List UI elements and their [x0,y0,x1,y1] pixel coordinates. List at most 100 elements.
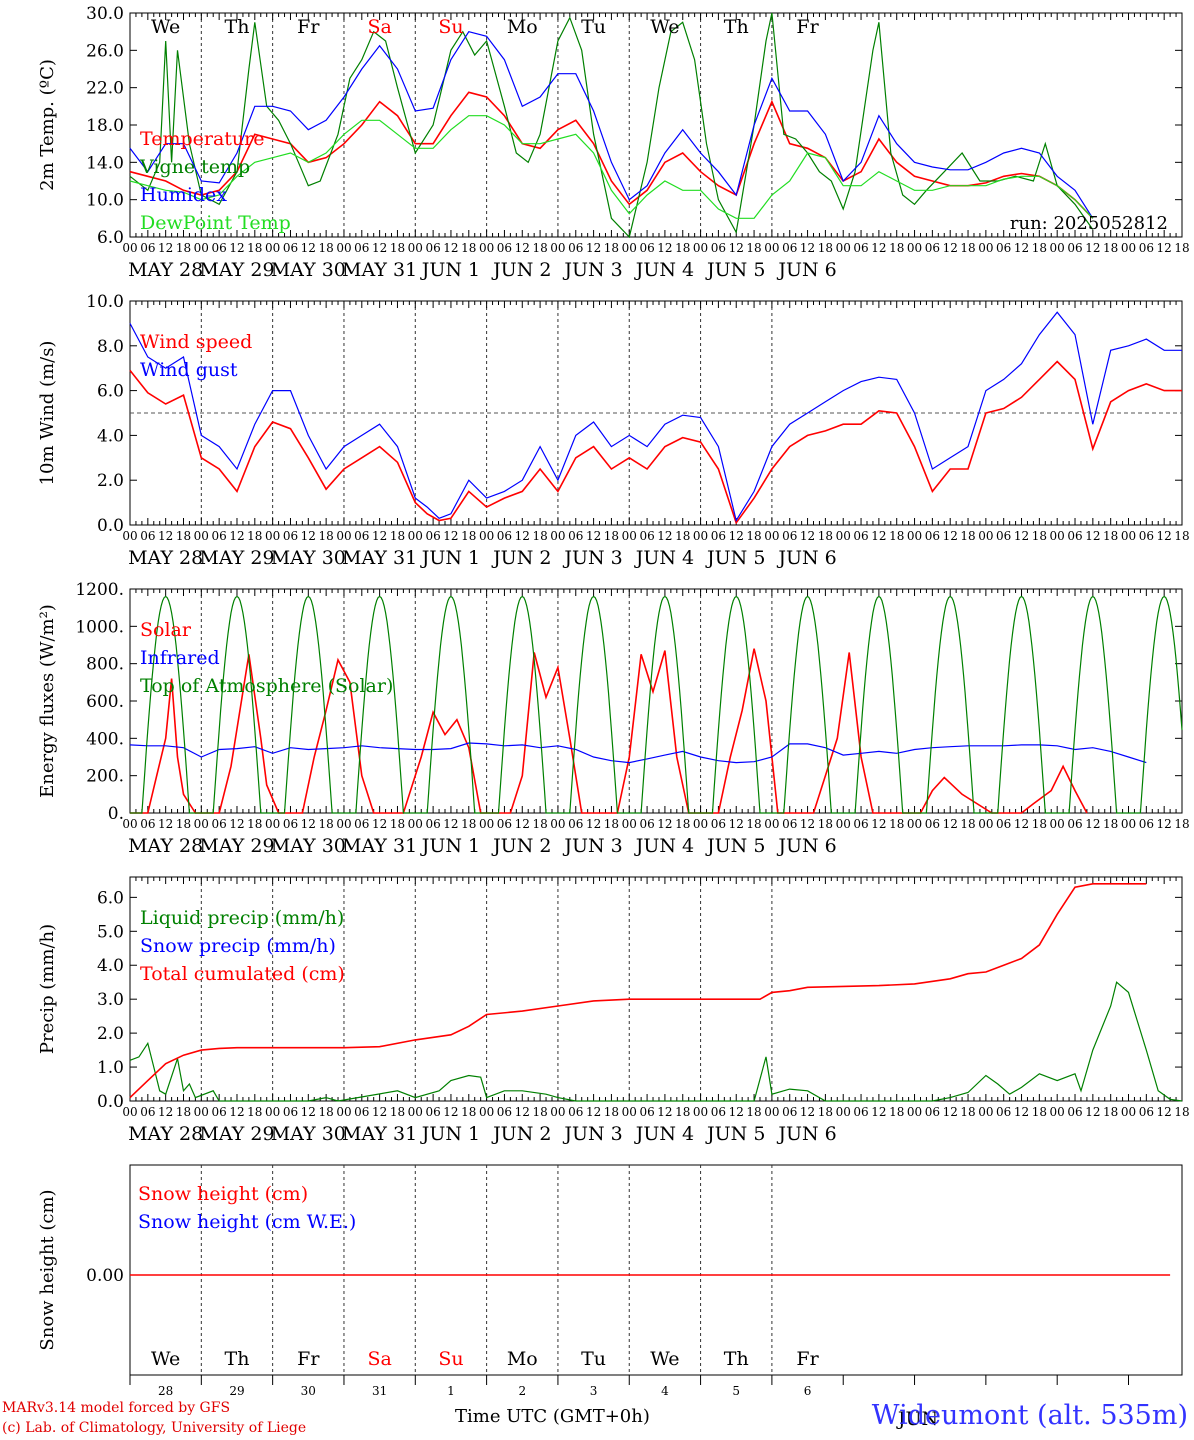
date-label: JUN 2 [491,259,551,281]
y-tick-label: 1200. [75,580,124,600]
weekday-label: We [151,16,180,38]
hour-tick-label: 12 [800,529,815,543]
hour-tick-label: 00 [1050,1105,1065,1119]
hour-tick-label: 00 [836,529,851,543]
hour-tick-label: 18 [176,529,191,543]
hour-tick-label: 18 [247,1105,262,1119]
hour-tick-label: 18 [1032,817,1047,831]
y-tick-label: 2.0 [97,471,124,491]
hour-tick-label: 06 [1139,817,1154,831]
hour-tick-label: 12 [1085,1105,1100,1119]
y-tick-label: 200. [86,767,124,787]
hour-tick-label: 06 [782,241,797,255]
hour-tick-label: 00 [622,817,637,831]
hour-tick-label: 06 [925,1105,940,1119]
hour-tick-label: 00 [1121,1105,1136,1119]
y-tick-label: 6.0 [97,228,124,248]
series-line-total-cumulated-cm- [129,883,1147,1099]
hour-tick-label: 00 [408,817,423,831]
hour-tick-label: 06 [140,529,155,543]
hour-tick-label: 06 [354,1105,369,1119]
hour-tick-label: 12 [586,817,601,831]
hour-tick-label: 06 [283,241,298,255]
hour-tick-label: 00 [764,241,779,255]
date-label: MAY 29 [199,259,274,281]
hour-tick-label: 12 [657,529,672,543]
weekday-label: Fr [297,1348,320,1370]
date-label: JUN 3 [562,547,622,569]
hour-tick-label: 12 [729,1105,744,1119]
hour-tick-label: 06 [497,241,512,255]
hour-tick-label: 12 [800,241,815,255]
hour-tick-label: 06 [425,241,440,255]
y-tick-label: 30.0 [86,4,124,24]
hour-tick-label: 18 [1174,241,1189,255]
hour-tick-label: 00 [978,817,993,831]
day-number: 2 [518,1384,526,1398]
hour-tick-label: 18 [675,529,690,543]
legend-entry: Top of Atmosphere (Solar) [140,675,393,697]
y-tick-label: 0.00 [86,1266,124,1286]
hour-tick-label: 06 [853,529,868,543]
legend-entry: Infrared [140,647,220,669]
legend-entry: DewPoint Temp [140,212,291,234]
legend-entry: Solar [140,619,192,641]
time-axis-label: Time UTC (GMT+0h) [455,1406,650,1427]
y-tick-label: 18.0 [86,116,124,136]
date-label: JUN 2 [491,835,551,857]
hour-tick-label: 18 [247,529,262,543]
hour-tick-label: 06 [425,1105,440,1119]
hour-tick-label: 00 [907,1105,922,1119]
hour-tick-label: 00 [479,529,494,543]
hour-tick-label: 12 [729,817,744,831]
hour-tick-label: 06 [1067,241,1082,255]
weekday-label: Th [724,16,749,38]
hour-tick-label: 18 [318,529,333,543]
hour-tick-label: 18 [1103,1105,1118,1119]
y-tick-label: 4.0 [97,956,124,976]
weekday-label: Sa [367,1348,391,1370]
panel-4 [129,876,1183,1102]
hour-tick-label: 06 [354,529,369,543]
date-label: JUN 4 [634,835,694,857]
hour-tick-label: 06 [853,1105,868,1119]
hour-tick-label: 18 [960,529,975,543]
hour-tick-label: 12 [158,817,173,831]
hour-tick-label: 12 [1157,529,1172,543]
hour-tick-label: 00 [764,529,779,543]
hour-tick-label: 18 [604,529,619,543]
weekday-label: Th [225,16,250,38]
hour-tick-label: 06 [212,817,227,831]
legend-entry: Snow height (cm W.E.) [138,1211,356,1233]
hour-tick-label: 06 [1067,529,1082,543]
hour-tick-label: 12 [158,529,173,543]
hour-tick-label: 18 [390,1105,405,1119]
hour-tick-label: 12 [229,241,244,255]
hour-tick-label: 18 [1174,529,1189,543]
hour-tick-label: 12 [871,241,886,255]
day-number: 1 [447,1384,455,1398]
hour-tick-label: 12 [158,1105,173,1119]
weekday-label: We [650,1348,679,1370]
hour-tick-label: 12 [800,817,815,831]
hour-tick-label: 00 [622,529,637,543]
hour-tick-label: 00 [693,529,708,543]
hour-tick-label: 18 [1032,529,1047,543]
date-label: MAY 28 [128,547,203,569]
hour-tick-label: 18 [889,529,904,543]
hour-tick-label: 12 [657,817,672,831]
hour-tick-label: 12 [1157,241,1172,255]
hour-tick-label: 12 [800,1105,815,1119]
hour-tick-label: 00 [550,529,565,543]
hour-tick-label: 12 [586,1105,601,1119]
date-label: JUN 4 [634,259,694,281]
date-label: MAY 31 [342,259,417,281]
hour-tick-label: 00 [550,241,565,255]
hour-tick-label: 00 [978,1105,993,1119]
hour-tick-label: 06 [996,817,1011,831]
hour-tick-label: 06 [925,241,940,255]
day-number: 30 [301,1384,316,1398]
series-line-humidex [129,31,1094,219]
hour-tick-label: 06 [1139,529,1154,543]
series-line-infrared [129,742,1147,764]
